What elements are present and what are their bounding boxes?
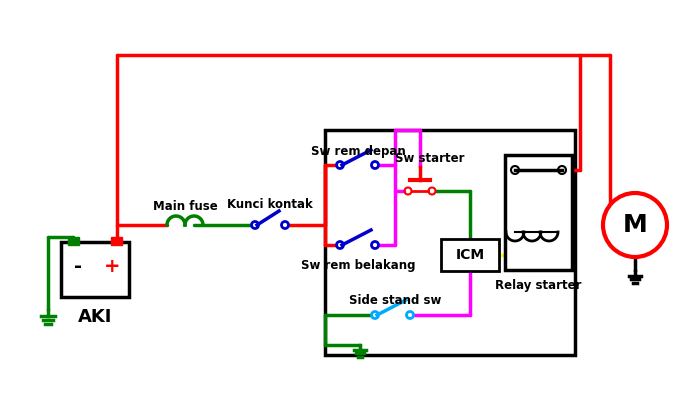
Text: Main fuse: Main fuse — [153, 200, 218, 213]
Text: AKI: AKI — [78, 308, 112, 326]
Text: Kunci kontak: Kunci kontak — [227, 199, 313, 212]
Text: M: M — [622, 213, 648, 237]
Text: Sw rem belakang: Sw rem belakang — [301, 258, 415, 271]
Text: ICM: ICM — [456, 248, 484, 262]
Bar — [441, 239, 499, 271]
Bar — [68, 237, 79, 245]
Circle shape — [603, 193, 667, 257]
Text: -: - — [74, 257, 82, 276]
Text: +: + — [104, 257, 120, 276]
Bar — [111, 237, 122, 245]
Text: Sw starter: Sw starter — [395, 152, 465, 165]
Bar — [61, 242, 129, 297]
Text: Sw rem depan: Sw rem depan — [311, 144, 405, 158]
Text: Side stand sw: Side stand sw — [349, 294, 441, 307]
Text: Relay starter: Relay starter — [495, 278, 581, 291]
Bar — [325, 130, 575, 355]
Bar — [505, 155, 572, 270]
